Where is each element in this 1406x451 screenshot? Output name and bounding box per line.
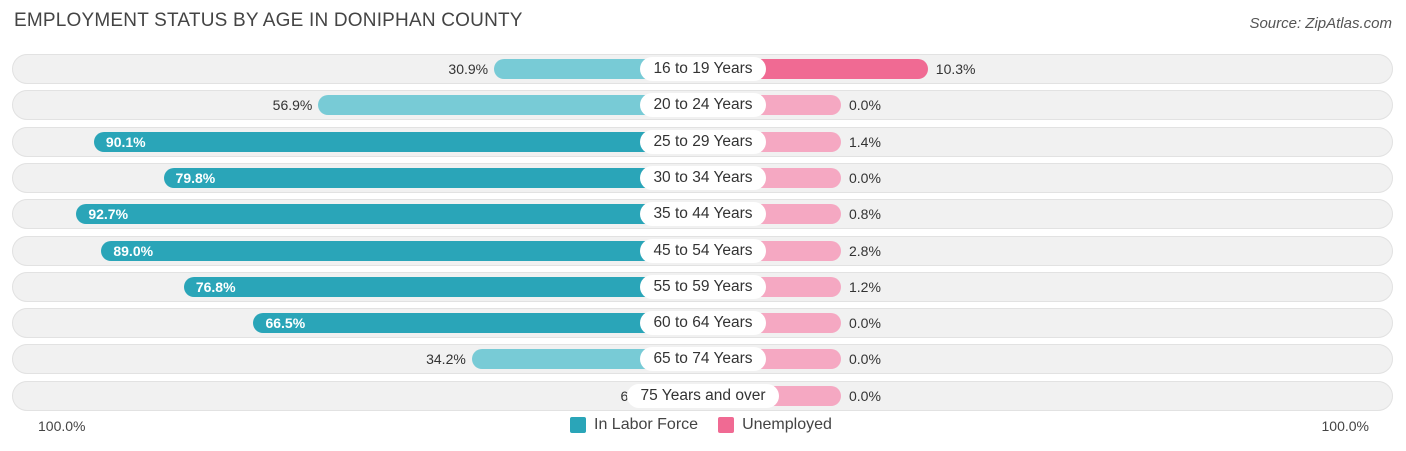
bar-labor-force bbox=[93, 131, 703, 152]
legend-label-unemployed: Unemployed bbox=[742, 416, 832, 433]
value-label-unemployed: 0.0% bbox=[849, 315, 881, 332]
source-note: Source: ZipAtlas.com bbox=[1249, 15, 1392, 32]
category-label: 16 to 19 Years bbox=[640, 57, 766, 81]
value-label-unemployed: 1.2% bbox=[849, 278, 881, 295]
value-label-labor: 76.8% bbox=[195, 278, 236, 295]
legend-item-unemployed: Unemployed bbox=[718, 416, 832, 434]
value-label-unemployed: 0.0% bbox=[849, 351, 881, 368]
category-label: 45 to 54 Years bbox=[640, 238, 766, 263]
axis-right-label: 100.0% bbox=[1321, 418, 1369, 434]
value-label-labor: 92.7% bbox=[88, 206, 129, 223]
bar-labor-force bbox=[76, 204, 703, 225]
category-label: 35 to 44 Years bbox=[640, 202, 766, 227]
value-label-labor: 89.0% bbox=[113, 242, 154, 259]
value-label-unemployed: 10.3% bbox=[935, 61, 976, 77]
value-label-unemployed: 0.8% bbox=[849, 206, 881, 223]
bar-labor-force bbox=[318, 95, 703, 116]
legend-label-labor: In Labor Force bbox=[594, 416, 699, 433]
value-label-labor: 56.9% bbox=[272, 97, 313, 114]
category-label: 60 to 64 Years bbox=[640, 311, 766, 336]
category-label: 75 Years and over bbox=[627, 383, 779, 408]
bar-labor-force bbox=[101, 240, 703, 261]
category-label: 55 to 59 Years bbox=[640, 274, 766, 299]
legend-swatch-unemployed bbox=[718, 417, 735, 433]
chart-title: EMPLOYMENT STATUS BY AGE IN DONIPHAN COU… bbox=[14, 10, 523, 31]
value-label-unemployed: 0.0% bbox=[849, 97, 881, 114]
value-label-labor: 90.1% bbox=[105, 133, 146, 150]
legend-item-labor: In Labor Force bbox=[570, 416, 698, 434]
legend-swatch-labor bbox=[570, 417, 586, 433]
legend: In Labor Force Unemployed bbox=[570, 416, 852, 434]
bar-labor-force bbox=[183, 276, 703, 297]
axis-left-label: 100.0% bbox=[38, 418, 86, 434]
bar-labor-force bbox=[253, 313, 703, 334]
category-label: 25 to 29 Years bbox=[640, 129, 766, 154]
value-label-labor: 66.5% bbox=[265, 315, 306, 332]
category-label: 20 to 24 Years bbox=[640, 93, 766, 118]
value-label-labor: 79.8% bbox=[175, 169, 216, 186]
value-label-unemployed: 0.0% bbox=[849, 387, 881, 404]
value-label-unemployed: 2.8% bbox=[849, 242, 881, 259]
bar-labor-force bbox=[163, 167, 703, 188]
category-label: 65 to 74 Years bbox=[640, 347, 766, 372]
value-label-labor: 30.9% bbox=[448, 61, 489, 77]
value-label-unemployed: 0.0% bbox=[849, 169, 881, 186]
category-label: 30 to 34 Years bbox=[640, 165, 766, 190]
value-label-labor: 34.2% bbox=[426, 351, 466, 368]
value-label-unemployed: 1.4% bbox=[849, 133, 881, 150]
